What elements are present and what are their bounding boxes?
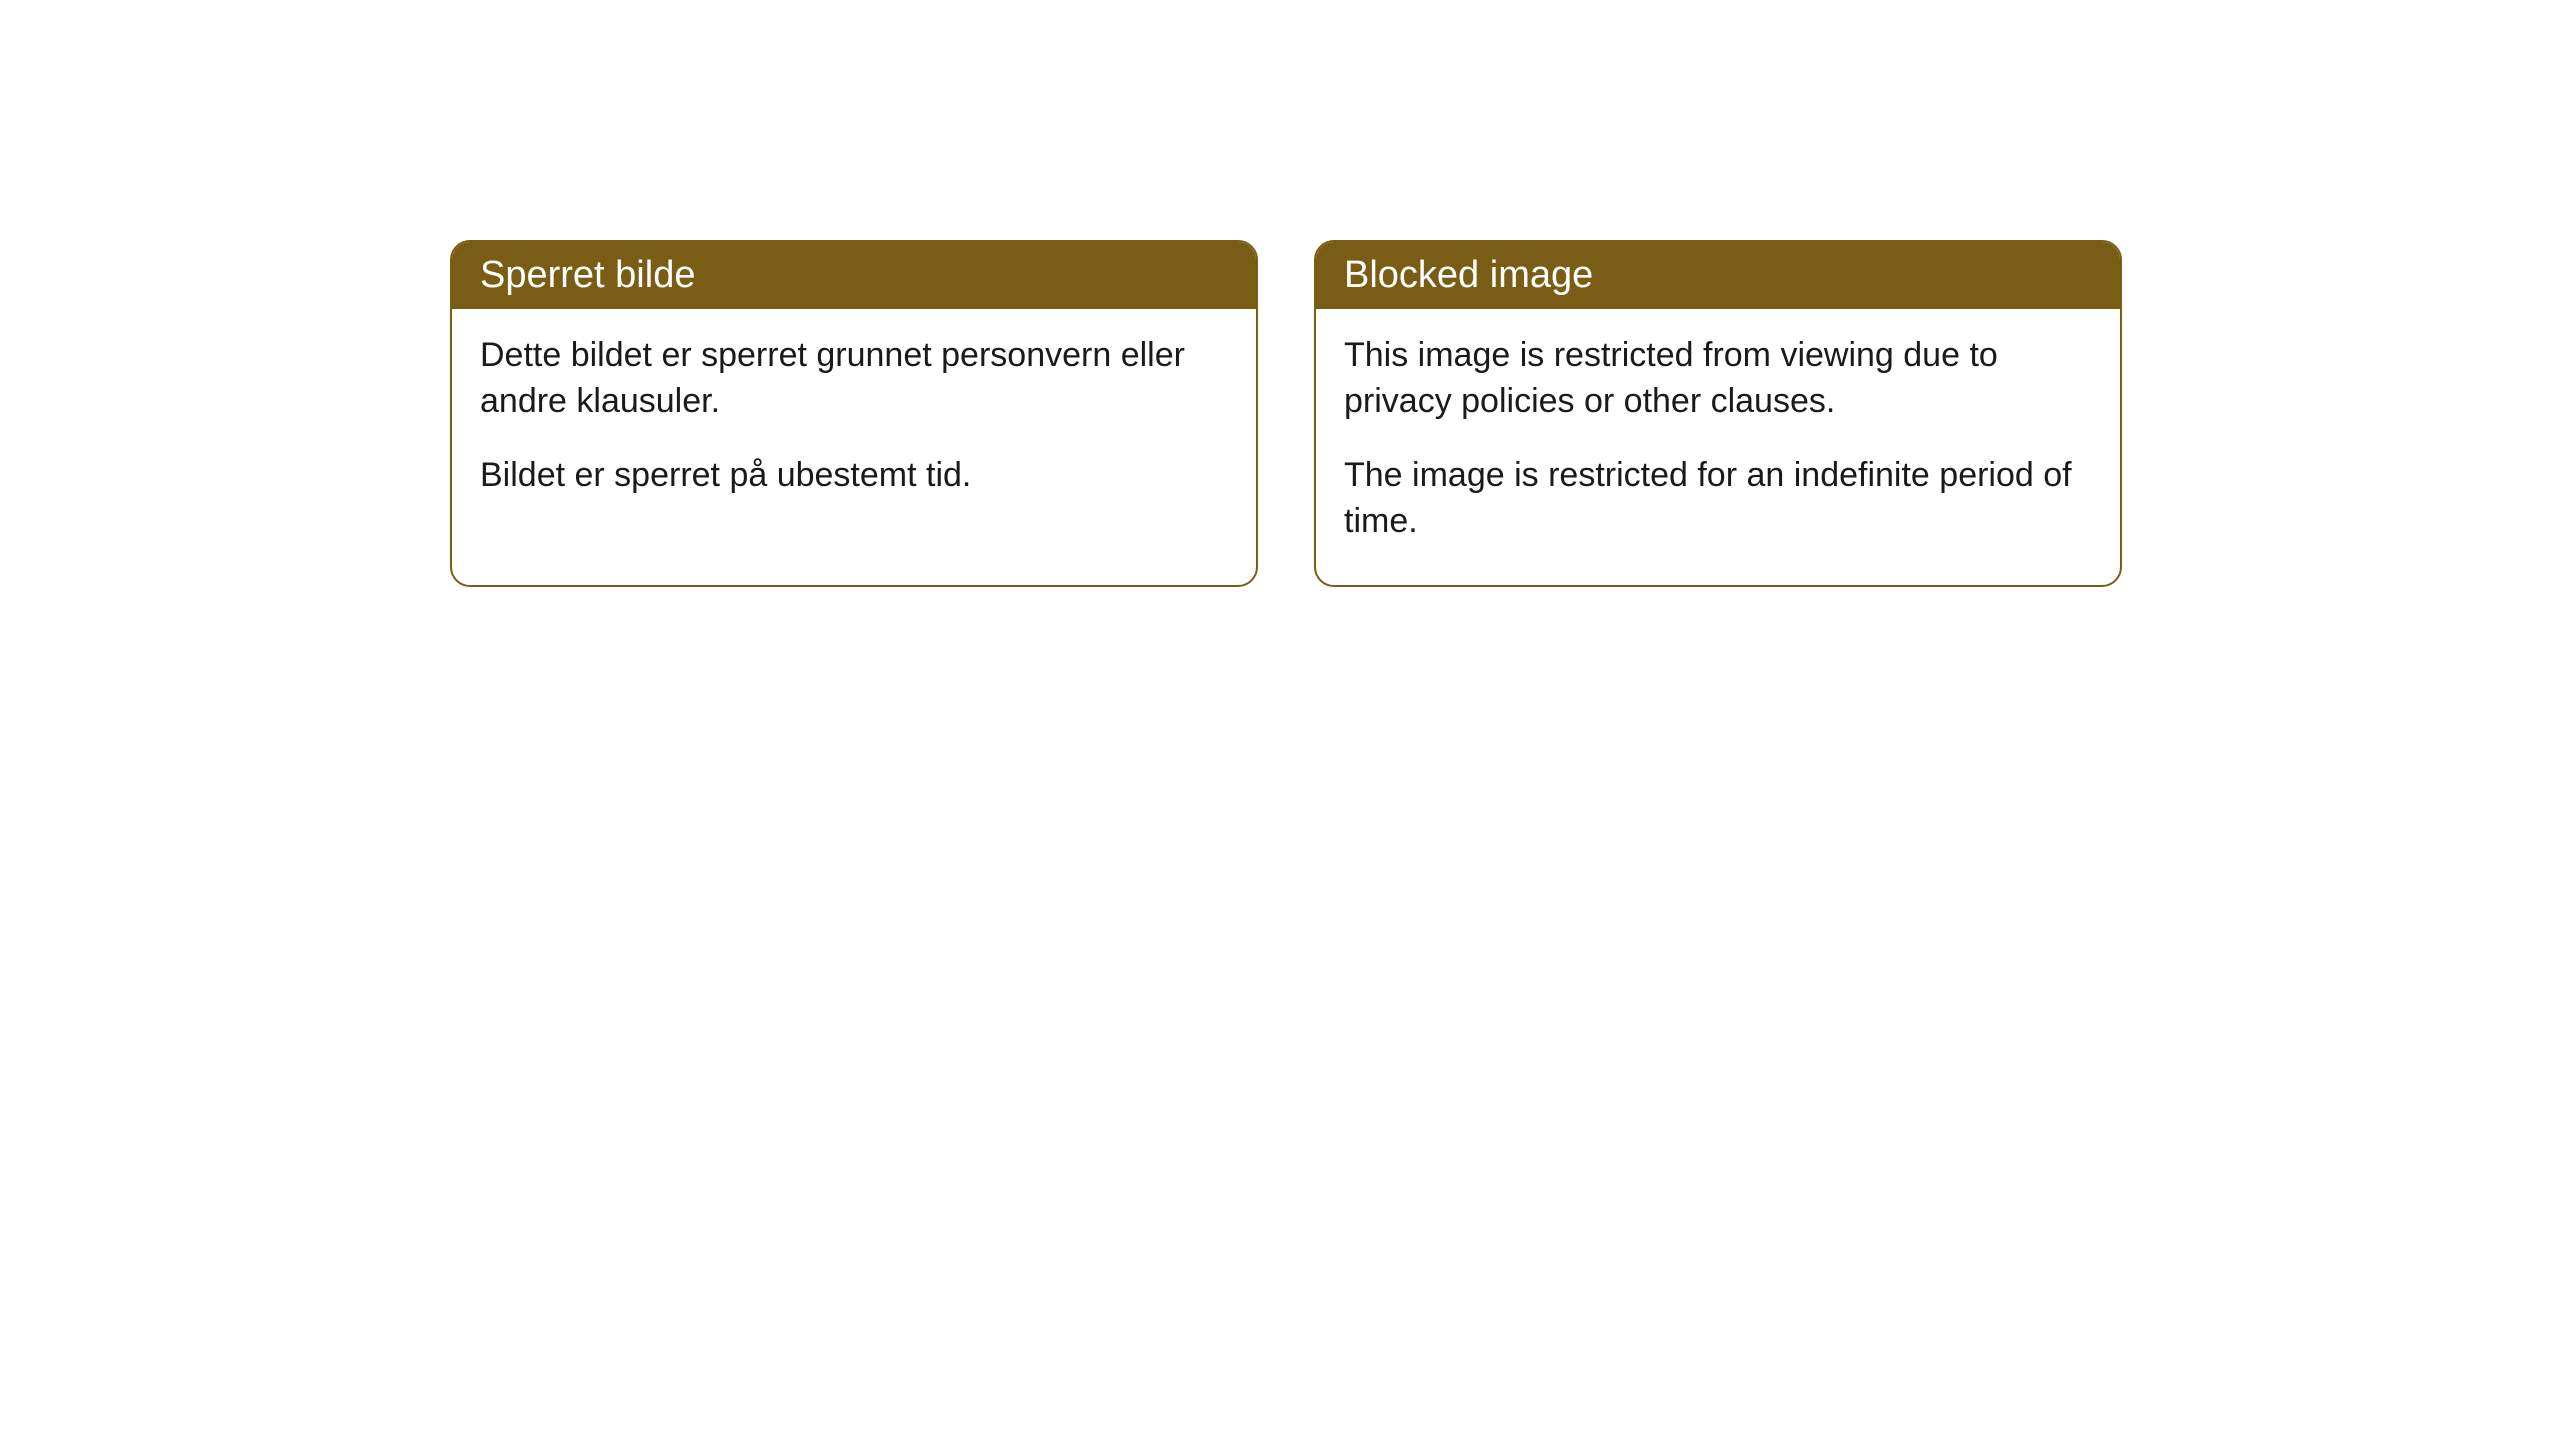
card-header-en: Blocked image xyxy=(1316,242,2120,309)
card-header-no: Sperret bilde xyxy=(452,242,1256,309)
blocked-image-card-en: Blocked image This image is restricted f… xyxy=(1314,240,2122,587)
card-title-en: Blocked image xyxy=(1344,254,1593,296)
card-body-no: Dette bildet er sperret grunnet personve… xyxy=(452,309,1256,539)
card-paragraph-no-2: Bildet er sperret på ubestemt tid. xyxy=(480,453,1228,499)
card-paragraph-en-1: This image is restricted from viewing du… xyxy=(1344,333,2092,425)
notice-cards-container: Sperret bilde Dette bildet er sperret gr… xyxy=(450,240,2122,587)
blocked-image-card-no: Sperret bilde Dette bildet er sperret gr… xyxy=(450,240,1258,587)
card-paragraph-en-2: The image is restricted for an indefinit… xyxy=(1344,453,2092,545)
card-paragraph-no-1: Dette bildet er sperret grunnet personve… xyxy=(480,333,1228,425)
card-title-no: Sperret bilde xyxy=(480,254,695,296)
card-body-en: This image is restricted from viewing du… xyxy=(1316,309,2120,585)
